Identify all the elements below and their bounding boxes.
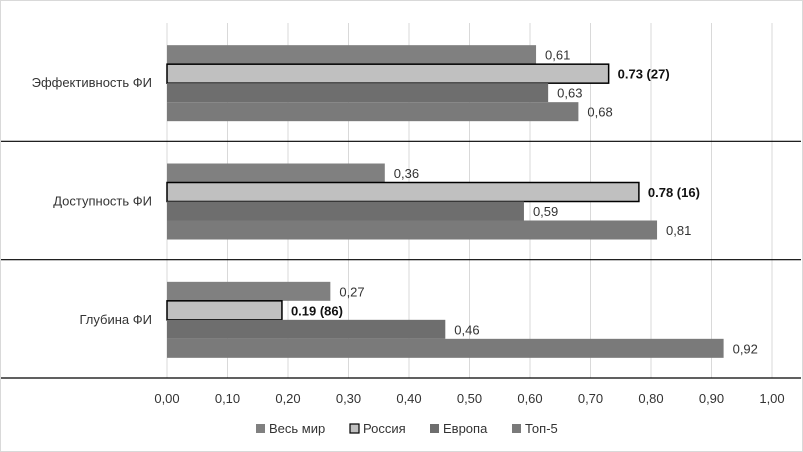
data-label-0-1: 0.73 (27) — [618, 67, 670, 82]
data-label-2-0: 0,27 — [339, 284, 364, 299]
x-axis-ticks: 0,00 0,10 0,20 0,30 0,40 0,50 0,60 0,70 0,80 0,90… — [154, 391, 784, 406]
category-label-0: Эффективность ФИ — [32, 75, 152, 90]
data-label-2-2: 0,46 — [454, 322, 479, 337]
legend-swatch-3 — [512, 424, 521, 433]
data-label-2-1: 0.19 (86) — [291, 303, 343, 318]
x-tick-label-2: 0,20 — [275, 391, 300, 406]
legend-label-0: Весь мир — [269, 421, 325, 436]
bar-1-0 — [167, 163, 385, 183]
data-label-0-3: 0,68 — [587, 105, 612, 120]
x-tick-label-0: 0,00 — [154, 391, 179, 406]
data-label-0-2: 0,63 — [557, 86, 582, 101]
x-tick-label-5: 0,50 — [457, 391, 482, 406]
x-tick-label-7: 0,70 — [578, 391, 603, 406]
bar-1-1 — [166, 181, 640, 203]
bar-2-2 — [167, 319, 446, 339]
bar-2-1 — [166, 300, 283, 321]
legend-swatch-2 — [430, 424, 439, 433]
x-tick-label-3: 0,30 — [336, 391, 361, 406]
category-label-1: Доступность ФИ — [53, 194, 152, 209]
bar-2-0 — [167, 281, 331, 301]
x-tick-label-4: 0,40 — [396, 391, 421, 406]
category-label-2: Глубина ФИ — [80, 312, 153, 327]
data-label-2-3: 0,92 — [733, 341, 758, 356]
data-label-1-2: 0,59 — [533, 204, 558, 219]
bar-1-3 — [167, 220, 658, 240]
bar-2-3 — [167, 338, 724, 358]
legend-swatch-0 — [256, 424, 265, 433]
legend-label-3: Топ-5 — [525, 421, 558, 436]
data-label-1-3: 0,81 — [666, 223, 691, 238]
bar-0-1 — [166, 63, 610, 84]
x-tick-label-1: 0,10 — [215, 391, 240, 406]
bars: 0,61 0.73 (27) 0,63 0,68 0,36 0.78 (16) 0,59 0,… — [166, 45, 758, 358]
bar-1-2 — [167, 201, 524, 221]
legend-label-2: Европа — [443, 421, 488, 436]
x-tick-label-6: 0,60 — [517, 391, 542, 406]
x-tick-label-10: 1,00 — [759, 391, 784, 406]
bar-0-3 — [167, 102, 579, 122]
category-labels: Эффективность ФИ Доступность ФИ Глубина ФИ — [32, 75, 152, 327]
bar-0-2 — [167, 83, 549, 103]
data-label-1-0: 0,36 — [394, 166, 419, 181]
x-tick-label-8: 0,80 — [638, 391, 663, 406]
bar-0-0 — [167, 45, 537, 65]
data-label-0-0: 0,61 — [545, 48, 570, 63]
data-label-1-1: 0.78 (16) — [648, 185, 700, 200]
x-tick-label-9: 0,90 — [699, 391, 724, 406]
legend-swatch-1 — [349, 423, 360, 434]
legend-label-1: Россия — [363, 421, 406, 436]
legend: Весь мир Россия Европа Топ-5 — [256, 421, 558, 436]
category-separators — [1, 140, 801, 379]
